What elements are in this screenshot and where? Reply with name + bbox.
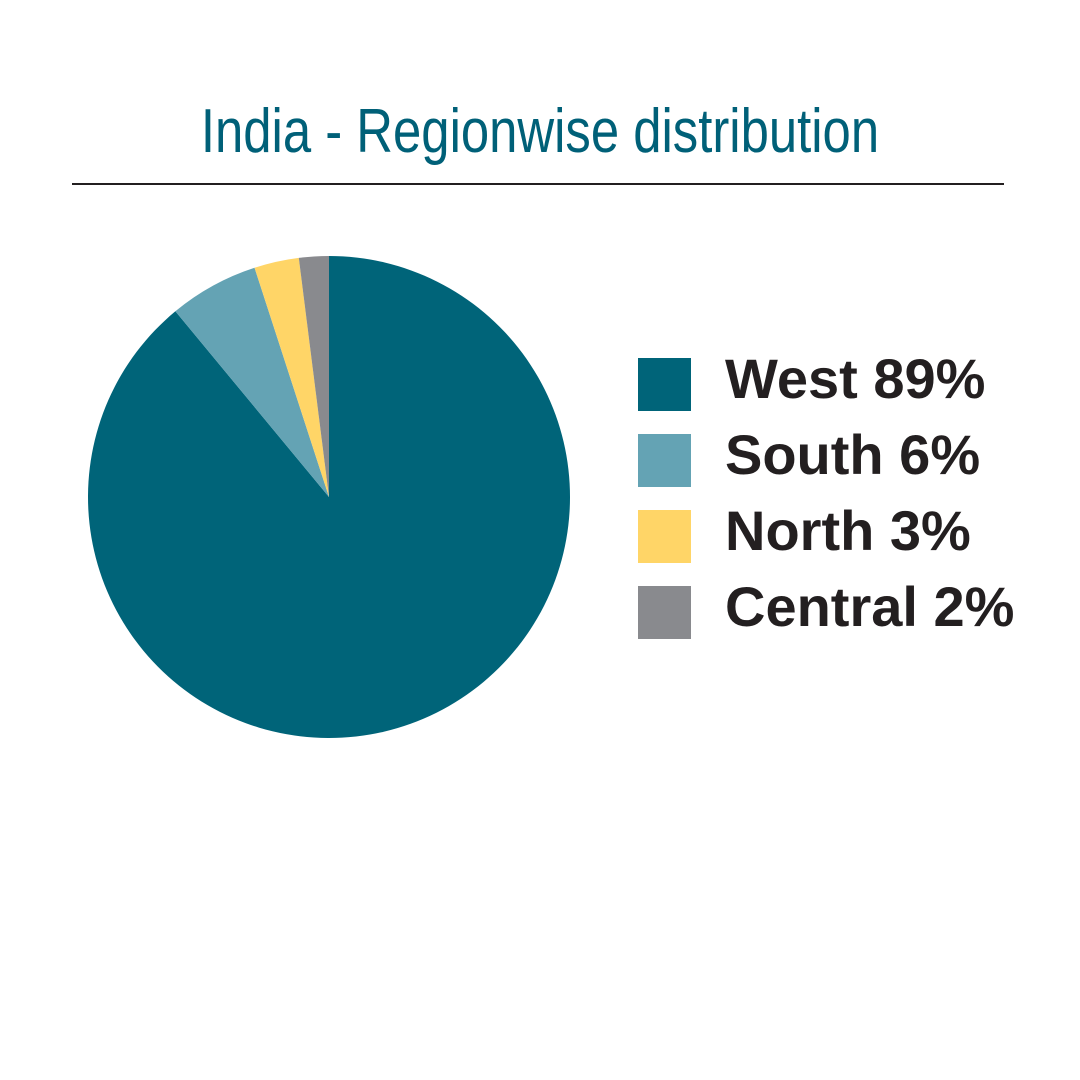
legend-swatch-south [638, 434, 691, 487]
pie-slice-central [298, 256, 329, 497]
pie-slice-north [254, 257, 329, 497]
legend-label-central: Central 2% [725, 575, 1015, 638]
legend-swatch-west [638, 358, 691, 411]
legend-label-north: North 3% [725, 499, 971, 562]
title-divider [72, 183, 1004, 185]
legend-label-south: South 6% [725, 423, 981, 486]
legend-swatch-north [638, 510, 691, 563]
chart-title: India - Regionwise distribution [200, 97, 880, 166]
pie-slices [88, 256, 571, 738]
pie-slice-west [88, 256, 571, 738]
legend-label-west: West 89% [725, 347, 986, 410]
pie-slice-south [175, 267, 329, 497]
legend-swatch-central [638, 586, 691, 639]
